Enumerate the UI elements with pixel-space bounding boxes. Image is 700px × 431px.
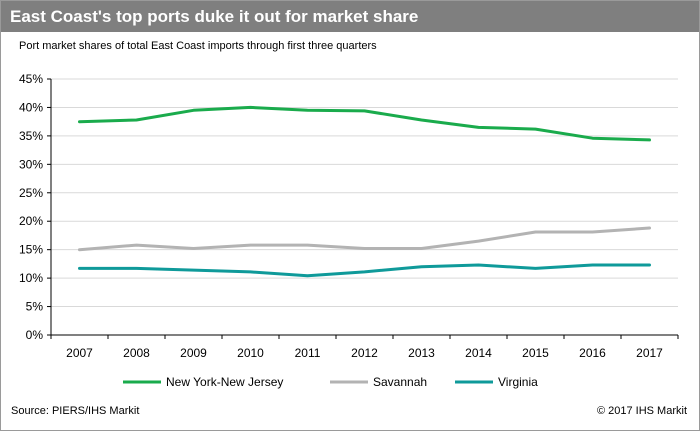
y-tick-label: 10% [19,271,43,285]
line-chart: 0%5%10%15%20%25%30%35%40%45% 2007 2008 200… [19,72,679,389]
x-axis-tick-labels: 2007 2008 2009 2010 2011 2012 2013 2014 2015 2016… [66,346,663,360]
title-bar: East Coast's top ports duke it out for m… [1,1,699,32]
y-axis-tick-labels: 0% 5% 10% 15% 20% 25% 30% 35% 40% 45% [19,72,43,342]
y-tick-label: 45% [19,72,43,86]
y-tick-label: 15% [19,243,43,257]
x-tick-label: 2011 [295,346,321,360]
x-tick-label: 2015 [522,346,549,360]
source-note: Source: PIERS/IHS Markit [11,405,140,417]
series-line-virginia [78,263,651,278]
series-line-savannah [78,226,651,252]
x-tick-label: 2007 [66,346,93,360]
chart-subtitle: Port market shares of total East Coast i… [19,40,377,52]
legend-label: Virginia [498,375,538,389]
x-tick-label: 2009 [180,346,207,360]
series-line-new-york-new-jersey [78,105,651,142]
x-tick-label: 2017 [636,346,663,360]
legend: New York-New Jersey Savannah Virginia [123,375,538,389]
legend-label: Savannah [373,375,427,389]
x-tick-label: 2008 [123,346,150,360]
legend-label: New York-New Jersey [166,375,283,389]
chart-title: East Coast's top ports duke it out for m… [10,7,419,26]
x-tick-label: 2010 [237,346,264,360]
x-tick-label: 2014 [465,346,492,360]
y-tick-label: 35% [19,129,43,143]
copyright-note: © 2017 IHS Markit [596,405,687,417]
y-tick-label: 30% [19,157,43,171]
y-tick-label: 0% [26,328,44,342]
y-tick-label: 40% [19,100,43,114]
x-tick-label: 2013 [408,346,435,360]
axes [47,78,679,339]
x-tick-label: 2016 [579,346,606,360]
series-lines [78,105,651,278]
y-tick-label: 20% [19,214,43,228]
x-tick-label: 2012 [351,346,378,360]
y-tick-label: 25% [19,186,43,200]
y-tick-label: 5% [26,300,44,314]
